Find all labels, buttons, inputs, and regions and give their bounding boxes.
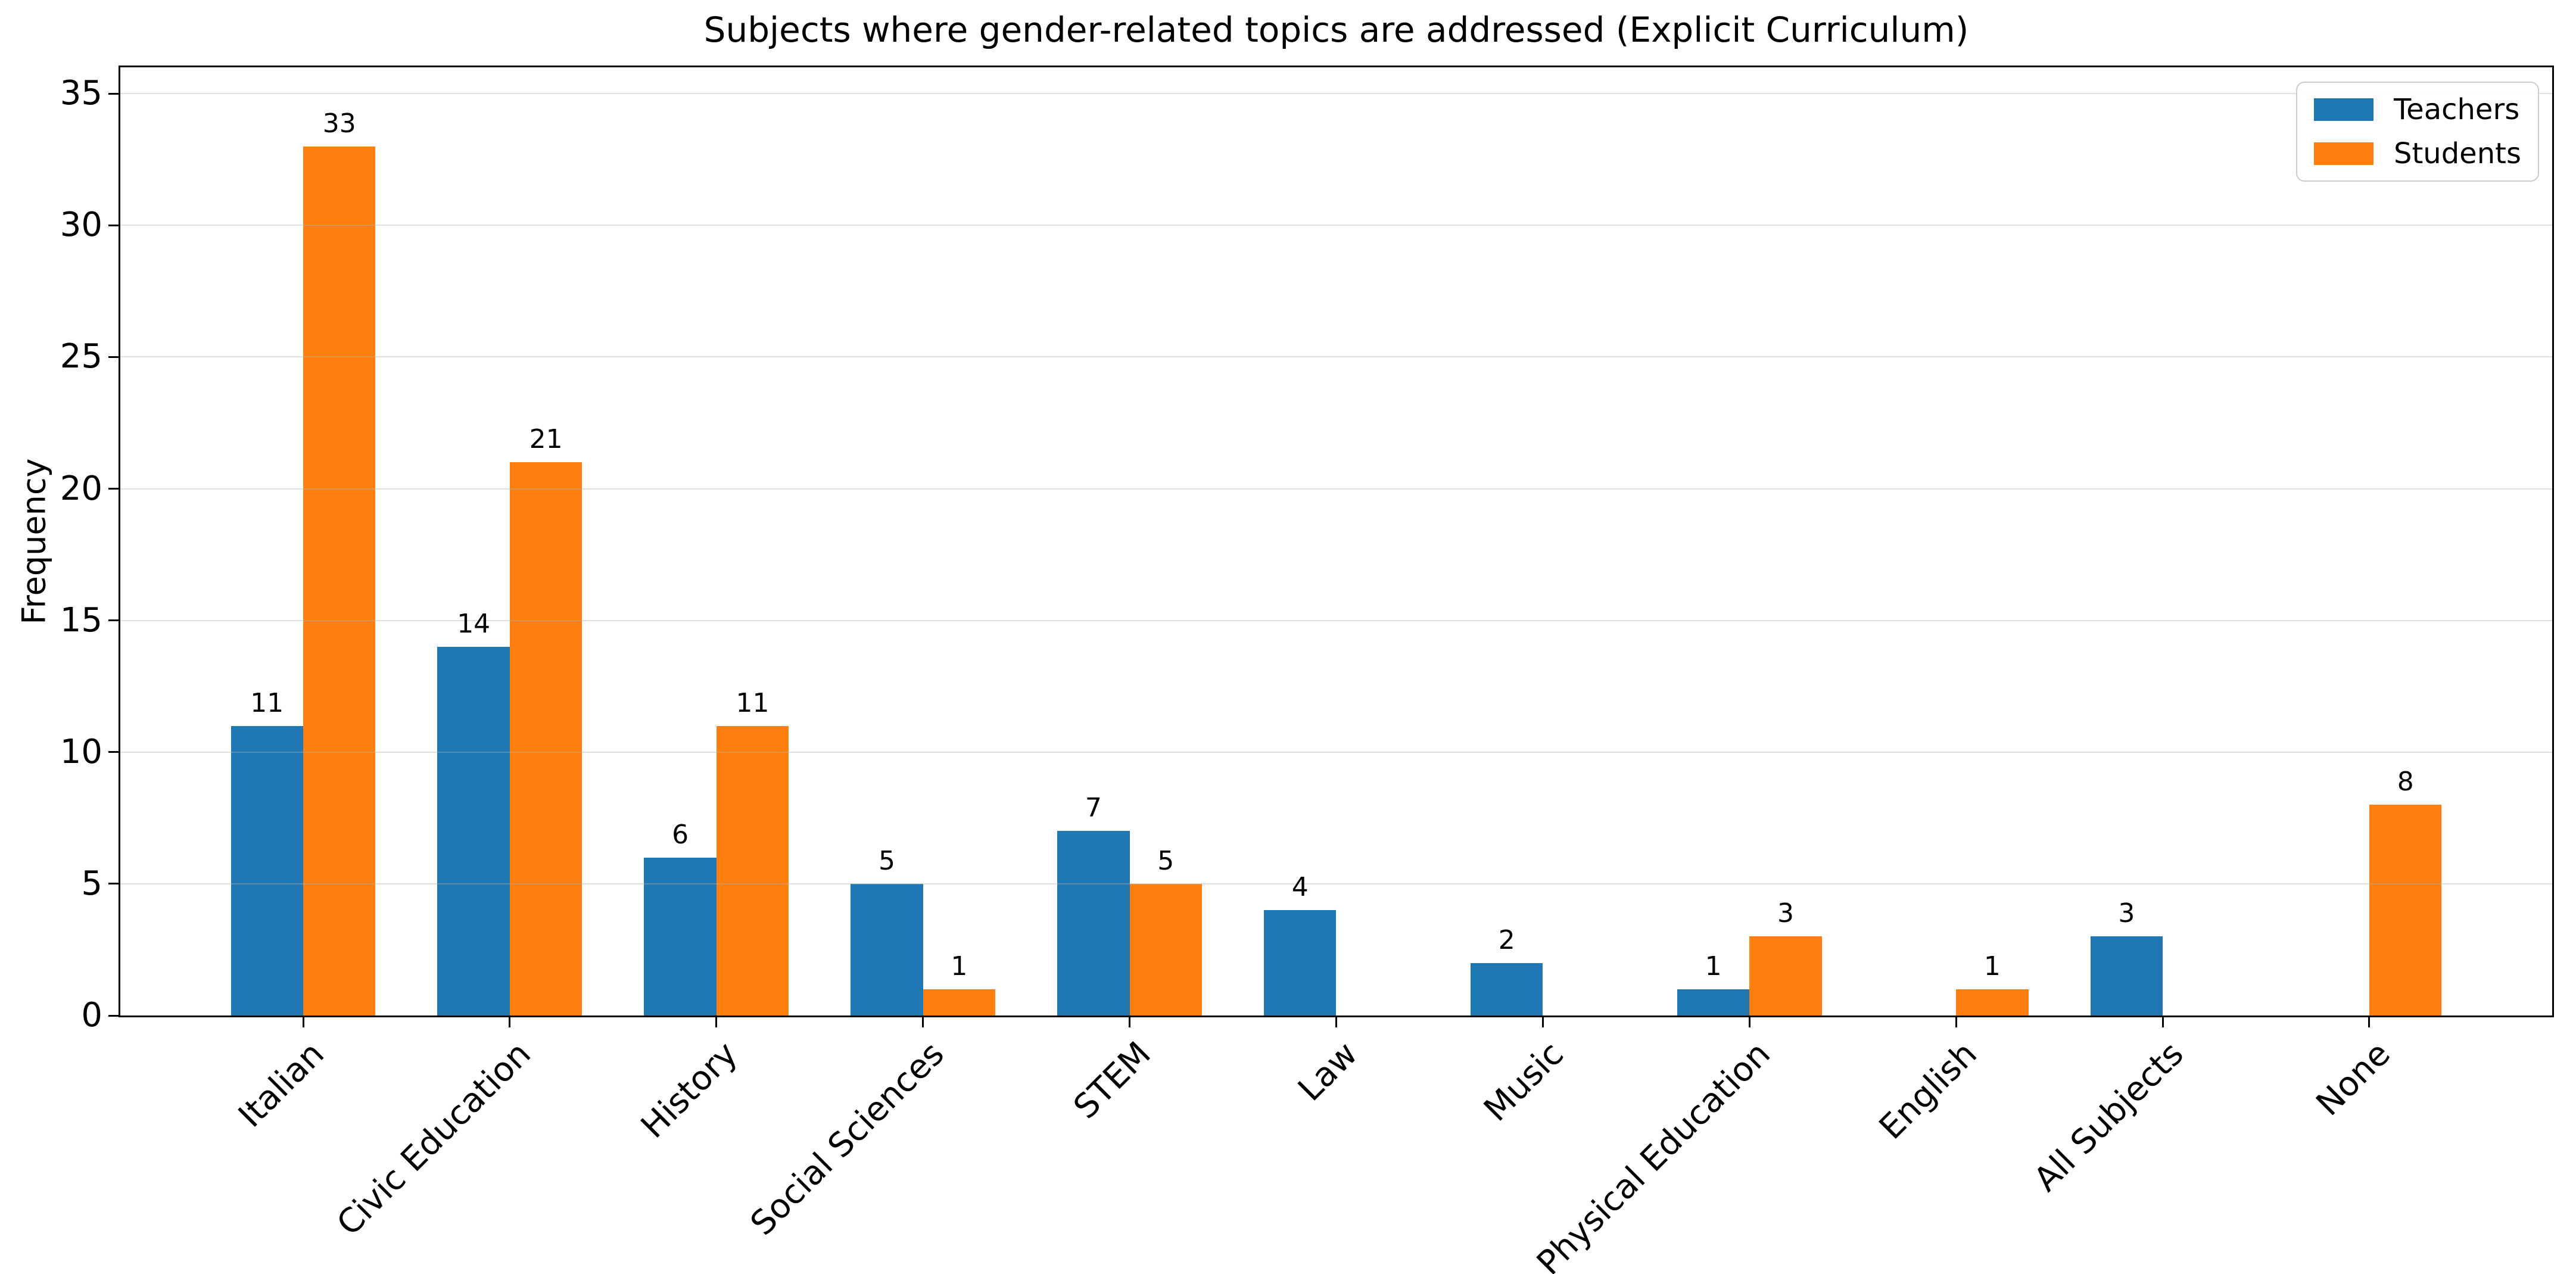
y-tick-mark-35 (108, 92, 120, 95)
x-tick-mark-none (2368, 1016, 2371, 1027)
bar-value-label-students-physical-education: 3 (1777, 898, 1794, 929)
x-tick-label-english: English (1872, 1034, 1985, 1147)
bar-teachers-all-subjects (2090, 936, 2163, 1016)
bar-value-label-teachers-social-sciences: 5 (878, 845, 895, 876)
y-tick-label-15: 15 (60, 600, 102, 640)
legend-label-students: Students (2394, 137, 2521, 170)
bar-value-label-students-english: 1 (1983, 951, 2001, 982)
y-tick-mark-25 (108, 356, 120, 358)
y-gridline-10 (120, 751, 2552, 753)
bar-students-social-sciences (923, 989, 996, 1016)
legend-label-teachers: Teachers (2394, 93, 2520, 126)
bar-students-none (2369, 805, 2442, 1016)
x-tick-label-law: Law (1290, 1034, 1365, 1109)
bar-value-label-teachers-all-subjects: 3 (2118, 898, 2135, 929)
bar-value-label-students-social-sciences: 1 (951, 951, 968, 982)
x-tick-mark-law (1335, 1016, 1337, 1027)
x-tick-mark-all-subjects (2161, 1016, 2164, 1027)
x-tick-mark-music (1541, 1016, 1544, 1027)
y-gridline-30 (120, 225, 2552, 226)
x-tick-label-all-subjects: All Subjects (2026, 1034, 2191, 1200)
bar-students-history (716, 725, 789, 1016)
x-tick-label-social-sciences: Social Sciences (743, 1034, 952, 1243)
bar-value-label-teachers-stem: 7 (1085, 793, 1102, 824)
bar-students-english (1956, 989, 2029, 1016)
x-tick-mark-stem (1129, 1016, 1131, 1027)
x-tick-mark-history (715, 1016, 718, 1027)
bar-value-label-students-italian: 33 (322, 108, 356, 139)
y-gridline-15 (120, 619, 2552, 621)
x-tick-label-music: Music (1477, 1034, 1572, 1129)
bar-teachers-italian (230, 725, 303, 1016)
bar-value-label-teachers-italian: 11 (250, 687, 284, 718)
bar-value-label-students-none: 8 (2397, 767, 2414, 798)
y-tick-label-30: 30 (60, 205, 102, 245)
y-tick-mark-10 (108, 751, 120, 753)
y-tick-mark-5 (108, 883, 120, 885)
bar-value-label-teachers-physical-education: 1 (1705, 951, 1722, 982)
x-tick-mark-italian (302, 1016, 304, 1027)
y-gridline-5 (120, 883, 2552, 884)
y-tick-label-10: 10 (60, 732, 102, 771)
bar-value-label-students-stem: 5 (1157, 845, 1175, 876)
y-tick-label-5: 5 (81, 864, 102, 903)
bar-teachers-law (1264, 910, 1337, 1016)
y-gridline-20 (120, 488, 2552, 490)
bar-students-civic-education (509, 462, 583, 1016)
x-tick-label-none: None (2309, 1034, 2398, 1124)
y-tick-label-25: 25 (60, 337, 102, 376)
bar-teachers-civic-education (437, 646, 510, 1016)
bar-students-italian (303, 146, 376, 1016)
bar-value-label-teachers-music: 2 (1498, 924, 1515, 955)
x-tick-mark-civic-education (509, 1016, 511, 1027)
y-gridline-35 (120, 93, 2552, 95)
y-gridline-25 (120, 356, 2552, 358)
y-tick-mark-20 (108, 488, 120, 490)
bar-teachers-history (644, 857, 717, 1016)
x-tick-label-physical-education: Physical Education (1530, 1034, 1778, 1274)
x-tick-label-italian: Italian (231, 1034, 332, 1135)
x-tick-mark-social-sciences (922, 1016, 924, 1027)
y-tick-label-20: 20 (60, 469, 102, 508)
chart-title: Subjects where gender-related topics are… (703, 10, 1969, 50)
x-tick-label-civic-education: Civic Education (329, 1034, 538, 1244)
x-tick-mark-english (1955, 1016, 1957, 1027)
legend-item-teachers: Teachers (2314, 94, 2538, 125)
bar-value-label-teachers-law: 4 (1291, 872, 1309, 903)
y-tick-label-0: 0 (81, 996, 102, 1035)
bar-students-stem (1129, 883, 1202, 1016)
x-tick-label-stem: STEM (1066, 1034, 1158, 1127)
y-tick-mark-15 (108, 619, 120, 622)
bar-teachers-physical-education (1677, 989, 1750, 1016)
plot-area: 11 14 6 5 7 4 2 1 3 33 21 11 1 5 3 1 8 (120, 67, 2552, 1016)
y-tick-mark-0 (108, 1014, 120, 1017)
y-tick-label-35: 35 (60, 74, 102, 113)
bar-students-physical-education (1749, 936, 1822, 1016)
y-tick-mark-30 (108, 224, 120, 226)
x-tick-label-history: History (633, 1034, 745, 1146)
bar-value-label-students-civic-education: 21 (529, 424, 563, 455)
bar-teachers-social-sciences (851, 883, 923, 1016)
bar-value-label-students-history: 11 (736, 687, 770, 718)
legend: Teachers Students (2296, 82, 2539, 182)
legend-swatch-teachers (2314, 98, 2373, 121)
bar-teachers-music (1470, 962, 1543, 1016)
bar-value-label-teachers-civic-education: 14 (457, 608, 491, 639)
bar-teachers-stem (1057, 831, 1130, 1016)
bar-value-label-teachers-history: 6 (672, 819, 689, 850)
legend-swatch-students (2314, 142, 2373, 165)
x-tick-mark-physical-education (1748, 1016, 1750, 1027)
legend-item-students: Students (2314, 138, 2538, 169)
